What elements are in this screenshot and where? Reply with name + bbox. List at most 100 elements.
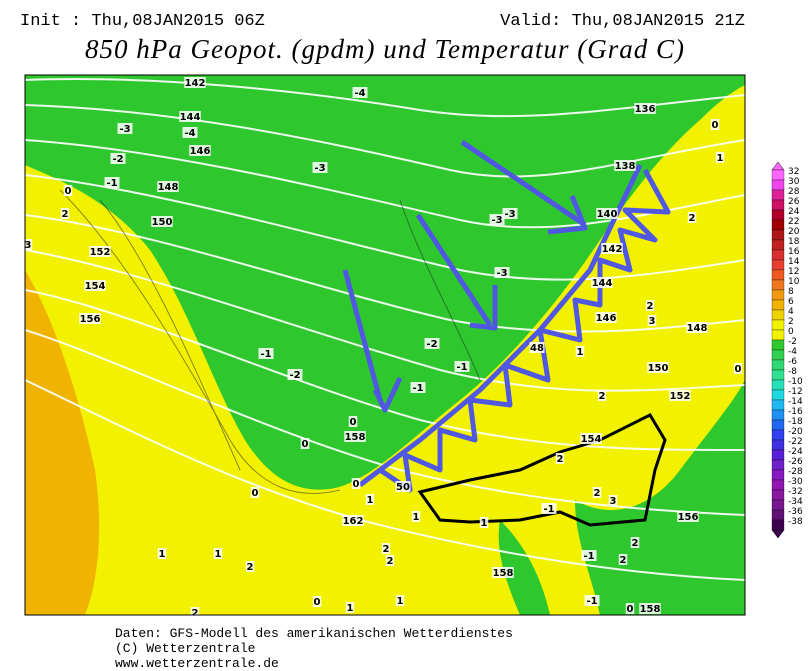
- map-label: 0: [712, 120, 719, 131]
- map-label: 1: [717, 153, 724, 164]
- label-bg: [250, 487, 260, 498]
- label-bg: [710, 119, 720, 130]
- colorbar-label: -24: [788, 447, 803, 457]
- label-bg: [597, 390, 607, 401]
- label-bg: [595, 312, 617, 323]
- label-bg: [89, 246, 111, 257]
- colorbar-swatch: [771, 299, 785, 311]
- colorbar-swatch: [771, 389, 785, 401]
- colorbar-swatch: [771, 269, 785, 281]
- colorbar-label: 2: [788, 317, 794, 327]
- cold-front: [342, 139, 671, 493]
- map-label: -3: [491, 215, 502, 226]
- map-label: 150: [152, 217, 173, 228]
- map-label: -1: [456, 362, 467, 373]
- colorbar-label: -20: [788, 427, 803, 437]
- colorbar-swatch: [771, 489, 785, 501]
- map-label: 0: [302, 439, 309, 450]
- colorbar-label: 26: [788, 197, 800, 207]
- map-label: 0: [353, 479, 360, 490]
- label-bg: [411, 511, 421, 522]
- colorbar-label: -10: [788, 377, 803, 387]
- colorbar-swatch: [771, 439, 785, 451]
- map-label: 154: [581, 434, 602, 445]
- label-bg: [625, 603, 635, 614]
- label-bg: [541, 503, 557, 514]
- label-bg: [584, 595, 600, 606]
- colorbar-swatch: [771, 319, 785, 331]
- map-label: 138: [615, 161, 636, 172]
- colorbar-label: -6: [788, 357, 797, 367]
- map-label: 142: [185, 78, 206, 89]
- cold-air-patch: [498, 380, 745, 615]
- map-label: 3: [610, 496, 617, 507]
- label-bg: [555, 453, 565, 464]
- map-label: 158: [345, 432, 366, 443]
- colorbar-swatch: [771, 289, 785, 301]
- label-bg: [157, 181, 179, 192]
- map-label: -1: [260, 349, 271, 360]
- valid-time: Valid: Thu,08JAN2015 21Z: [500, 12, 745, 31]
- colorbar-label: 22: [788, 217, 799, 227]
- colorbar-label: -36: [788, 507, 803, 517]
- label-bg: [184, 77, 206, 88]
- colorbar-label: 28: [788, 187, 800, 197]
- colorbar-swatch: [771, 239, 785, 251]
- map-label: 152: [670, 391, 691, 402]
- label-bg: [715, 152, 725, 163]
- label-bg: [104, 177, 120, 188]
- map-label: 136: [635, 104, 656, 115]
- map-label: -4: [354, 88, 365, 99]
- map-label: 150: [648, 363, 669, 374]
- colorbar-swatch: [771, 379, 785, 391]
- colorbar-swatch: [771, 429, 785, 441]
- map-label: 2: [557, 454, 564, 465]
- map-label: -1: [412, 383, 423, 394]
- label-bg: [258, 348, 274, 359]
- map-label: 142: [602, 244, 623, 255]
- map-label: 154: [85, 281, 106, 292]
- label-bg: [614, 160, 636, 171]
- colorbar-swatch: [771, 509, 785, 521]
- colorbar-label: -18: [788, 417, 803, 427]
- colorbar-label: -28: [788, 467, 803, 477]
- label-bg: [345, 602, 355, 613]
- colorbar-label: -26: [788, 457, 803, 467]
- map-label: 2: [599, 391, 606, 402]
- colorbar-swatch: [771, 519, 785, 531]
- colorbar-label: -38: [788, 517, 803, 527]
- footer-line: Daten: GFS-Modell des amerikanischen Wet…: [115, 626, 513, 641]
- colorbar-swatch: [771, 229, 785, 241]
- colorbar-swatch: [771, 419, 785, 431]
- footer-line: www.wetterzentrale.de: [115, 656, 279, 671]
- colorbar-label: -34: [788, 497, 803, 507]
- map-label: 0: [252, 488, 259, 499]
- map-label: 3: [25, 240, 32, 251]
- colorbar-label: 8: [788, 287, 794, 297]
- map-label: 1: [367, 495, 374, 506]
- colorbar-swatch: [771, 309, 785, 321]
- map-label: 2: [192, 608, 199, 619]
- label-bg: [575, 346, 585, 357]
- colorbar-swatch: [771, 359, 785, 371]
- label-bg: [352, 87, 368, 98]
- label-bg: [489, 214, 505, 225]
- map-label: 1: [577, 347, 584, 358]
- colorbar-swatch: [771, 199, 785, 211]
- map-label: 2: [632, 538, 639, 549]
- map-label: 0: [627, 604, 634, 615]
- map-label: 2: [62, 209, 69, 220]
- footer-line: (C) Wetterzentrale: [115, 641, 255, 656]
- colorbar-swatch: [771, 189, 785, 201]
- map-label: -1: [583, 551, 594, 562]
- label-bg: [677, 511, 699, 522]
- colorbar-label: 32: [788, 167, 799, 177]
- map-label: 2: [620, 555, 627, 566]
- map-label: 146: [596, 313, 617, 324]
- colorbar-label: 6: [788, 297, 794, 307]
- label-bg: [300, 438, 310, 449]
- colorbar-label: -2: [788, 337, 797, 347]
- label-bg: [79, 313, 101, 324]
- init-time: Init : Thu,08JAN2015 06Z: [20, 12, 265, 31]
